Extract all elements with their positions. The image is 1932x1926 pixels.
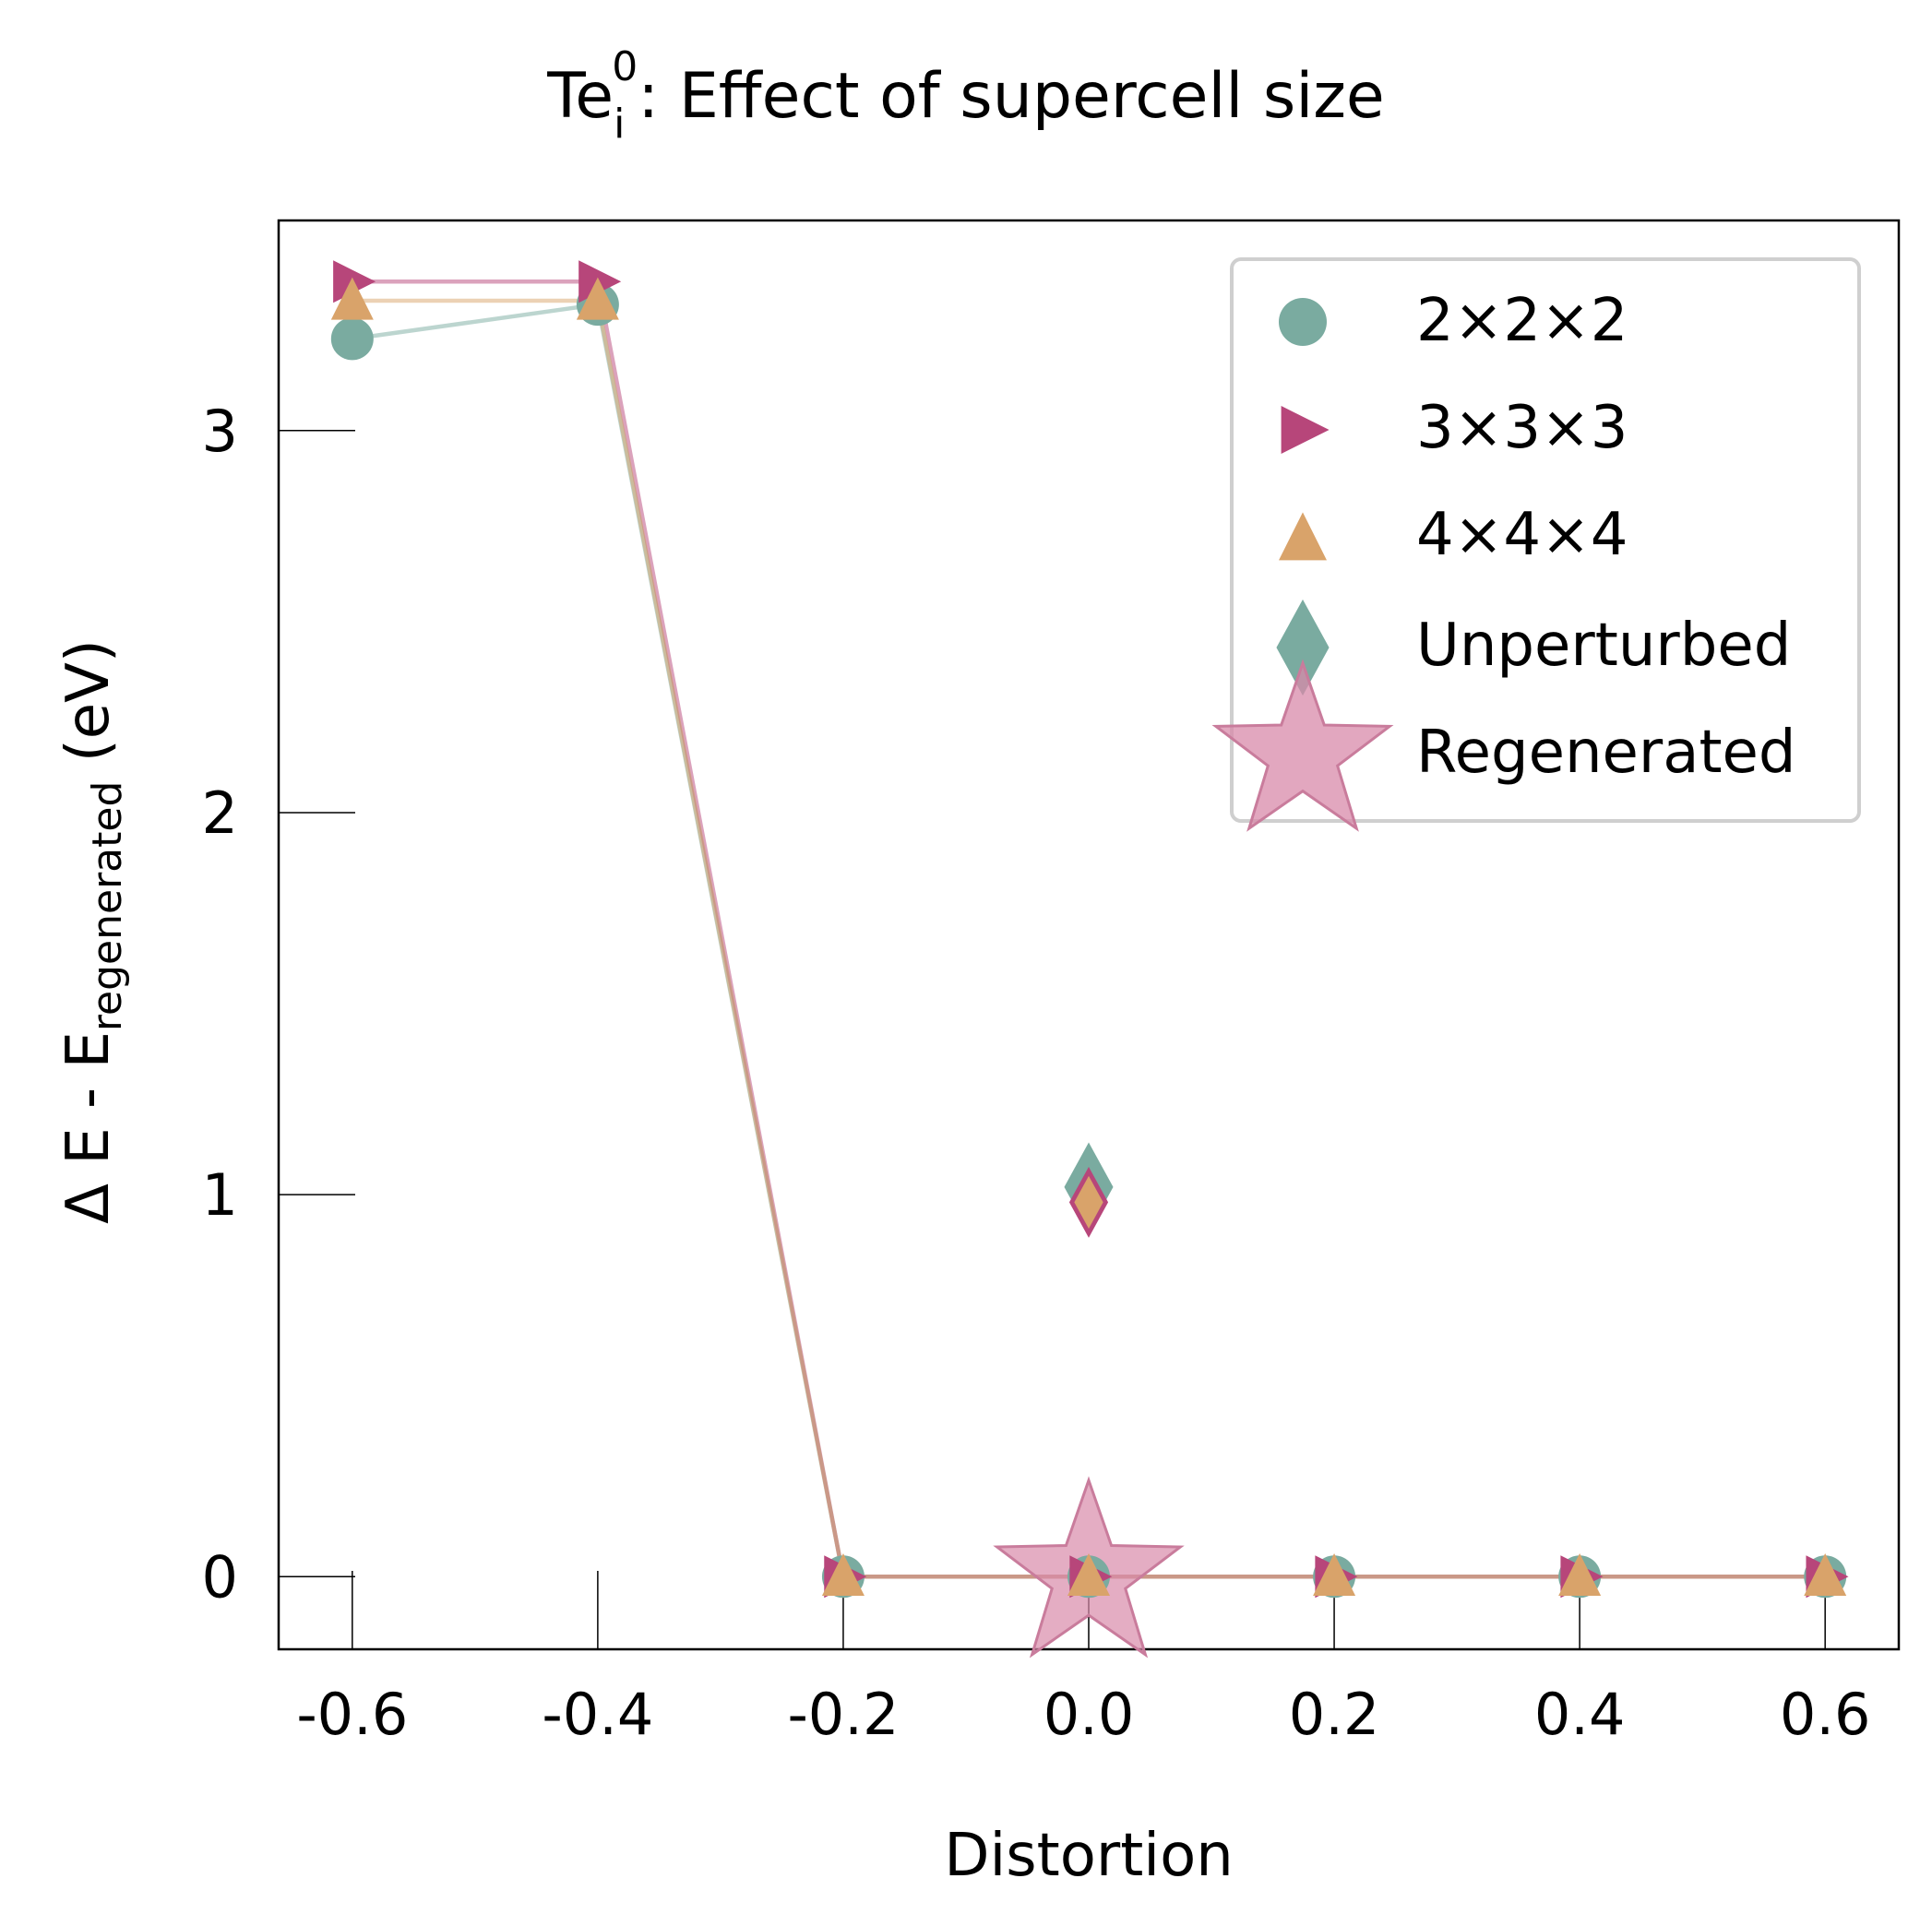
- data-point: [576, 277, 619, 320]
- data-point: [330, 317, 374, 361]
- y-tick-label: 1: [202, 1161, 238, 1229]
- series-markers: [330, 260, 1849, 1658]
- chart-title: Tei 0: Effect of supercell size: [546, 43, 1385, 148]
- x-axis-label: Distortion: [944, 1822, 1234, 1890]
- x-tick-label: -0.4: [542, 1681, 653, 1748]
- y-axis-ticks: 0 1 2 3: [202, 398, 355, 1611]
- data-point: [1558, 1553, 1602, 1597]
- y-axis-label-sub: regenerated: [84, 781, 131, 1031]
- legend-label-unperturbed: Unperturbed: [1416, 612, 1791, 680]
- y-axis-label: Δ E - Eregenerated (eV): [54, 639, 131, 1224]
- legend-marker-circle: [1279, 298, 1327, 346]
- legend-markers: [1211, 298, 1394, 832]
- chart-title-base: Te: [546, 60, 614, 133]
- x-tick-label: -0.6: [296, 1681, 408, 1748]
- y-tick-label: 3: [202, 398, 238, 465]
- legend-label-regenerated: Regenerated: [1416, 719, 1796, 787]
- legend-box: [1230, 257, 1861, 823]
- data-point: [330, 277, 374, 320]
- legend: 2×2×2 3×3×3 4×4×4 Unperturbed Regenerate…: [1211, 257, 1861, 832]
- legend-label-4x4x4: 4×4×4: [1416, 501, 1628, 569]
- unperturbed-marker: [1074, 1175, 1103, 1229]
- chart-title-sub: i: [614, 101, 625, 148]
- y-axis-label-suffix: (eV): [54, 639, 123, 780]
- x-axis-ticks: -0.6 -0.4 -0.2 0.0 0.2 0.4 0.6: [296, 1571, 1870, 1748]
- chart-title-sup: 0: [612, 43, 638, 90]
- legend-label-2x2x2: 2×2×2: [1416, 287, 1628, 355]
- legend-marker-triangle-right: [1281, 406, 1330, 454]
- y-tick-label: 2: [202, 779, 238, 847]
- x-tick-label: 0.0: [1044, 1681, 1135, 1748]
- y-axis-label-prefix: Δ E - E: [54, 1031, 123, 1224]
- y-tick-label: 0: [202, 1543, 238, 1611]
- data-point: [1804, 1553, 1847, 1597]
- x-tick-label: 0.6: [1780, 1681, 1871, 1748]
- chart-title-rest: : Effect of supercell size: [638, 60, 1384, 133]
- legend-marker-diamond: [1276, 599, 1330, 696]
- data-point: [578, 260, 622, 303]
- x-tick-label: 0.2: [1289, 1681, 1380, 1748]
- x-tick-label: -0.2: [787, 1681, 899, 1748]
- data-point: [821, 1553, 865, 1597]
- data-point: [1067, 1553, 1110, 1597]
- legend-marker-triangle-up: [1279, 512, 1327, 561]
- legend-marker-star: [1211, 659, 1394, 832]
- x-tick-label: 0.4: [1534, 1681, 1626, 1748]
- data-point: [333, 260, 376, 303]
- data-point: [1313, 1553, 1356, 1597]
- legend-label-3x3x3: 3×3×3: [1416, 394, 1628, 462]
